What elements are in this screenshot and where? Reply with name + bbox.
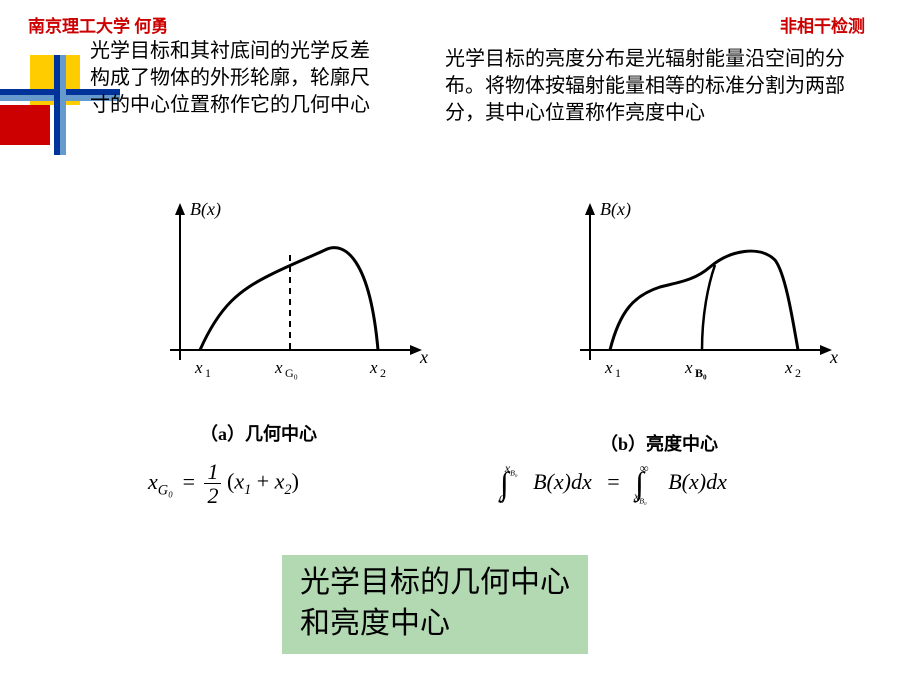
paragraph-brightness-center: 光学目标的亮度分布是光辐射能量沿空间的分布。将物体按辐射能量相等的标准分割为两部… (445, 46, 845, 127)
svg-text:B₀: B₀ (695, 366, 707, 380)
formula-geometric-center: xG₀ = 1 2 (x1 + x2) (148, 460, 299, 507)
fraction-icon: 1 2 (204, 460, 221, 507)
svg-text:G₀: G₀ (285, 366, 298, 380)
bottom-line-2: 和亮度中心 (300, 604, 570, 645)
caption-a: （a）几何中心 (200, 420, 317, 446)
svg-text:x: x (194, 358, 203, 377)
svg-text:1: 1 (615, 366, 621, 380)
bottom-title-box: 光学目标的几何中心 和亮度中心 (282, 555, 588, 654)
svg-text:1: 1 (205, 366, 211, 380)
svg-text:x: x (604, 358, 613, 377)
svg-text:x: x (369, 358, 378, 377)
svg-text:B(x): B(x) (190, 199, 221, 220)
formula-a-var: xG₀ (148, 469, 173, 494)
svg-text:x: x (784, 358, 793, 377)
svg-text:x: x (274, 358, 283, 377)
svg-text:x: x (684, 358, 693, 377)
caption-b: （b）亮度中心 (600, 430, 718, 456)
chart-geometric-center: B(x) x x 1 x G₀ x 2 (150, 195, 440, 395)
svg-text:x: x (829, 347, 838, 367)
svg-text:B(x): B(x) (600, 199, 631, 220)
paragraph-geometric-center: 光学目标和其衬底间的光学反差构成了物体的外形轮廓，轮廓尺寸的中心位置称作它的几何… (90, 38, 380, 119)
bottom-line-1: 光学目标的几何中心 (300, 563, 570, 604)
formula-brightness-center: ∫xB₀0 B(x)dx = ∫∞xB₀ B(x)dx (500, 465, 727, 502)
svg-text:2: 2 (795, 366, 801, 380)
svg-text:x: x (419, 347, 428, 367)
header-right: 非相干检测 (780, 12, 865, 37)
chart-brightness-center: B(x) x x 1 x B₀ x 2 (560, 195, 850, 395)
header-left: 南京理工大学 何勇 (28, 12, 168, 37)
svg-text:2: 2 (380, 366, 386, 380)
